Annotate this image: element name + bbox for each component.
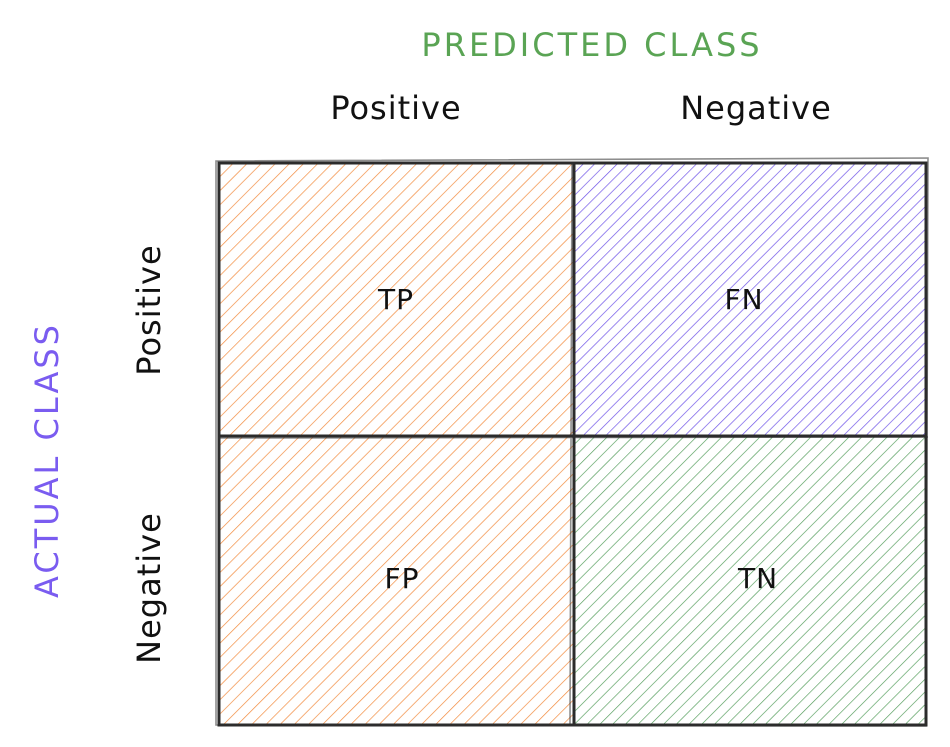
cell-fn: FN (572, 161, 928, 438)
cell-fp: FP (217, 434, 576, 727)
cell-tp: TP (217, 161, 576, 438)
predicted-negative-label: Negative (680, 89, 832, 127)
matrix-outline-accent (215, 157, 929, 727)
actual-positive-label: Positive (130, 244, 168, 375)
cell-tn-fill (572, 434, 928, 727)
cell-tn-label: TN (737, 562, 778, 595)
matrix-midline-accent (217, 161, 929, 727)
predicted-positive-label: Positive (330, 89, 461, 127)
cell-fp-fill (217, 434, 576, 727)
cell-tp-label: TP (377, 283, 414, 316)
cell-fn-label: FN (724, 283, 763, 316)
actual-negative-label: Negative (130, 512, 168, 664)
cell-fp-label: FP (385, 562, 420, 595)
actual-class-title: ACTUAL CLASS (28, 322, 66, 598)
cell-fn-fill (572, 161, 928, 438)
cell-tn: TN (572, 434, 928, 727)
predicted-class-title: PREDICTED CLASS (421, 26, 762, 64)
cell-tp-fill (217, 161, 576, 438)
